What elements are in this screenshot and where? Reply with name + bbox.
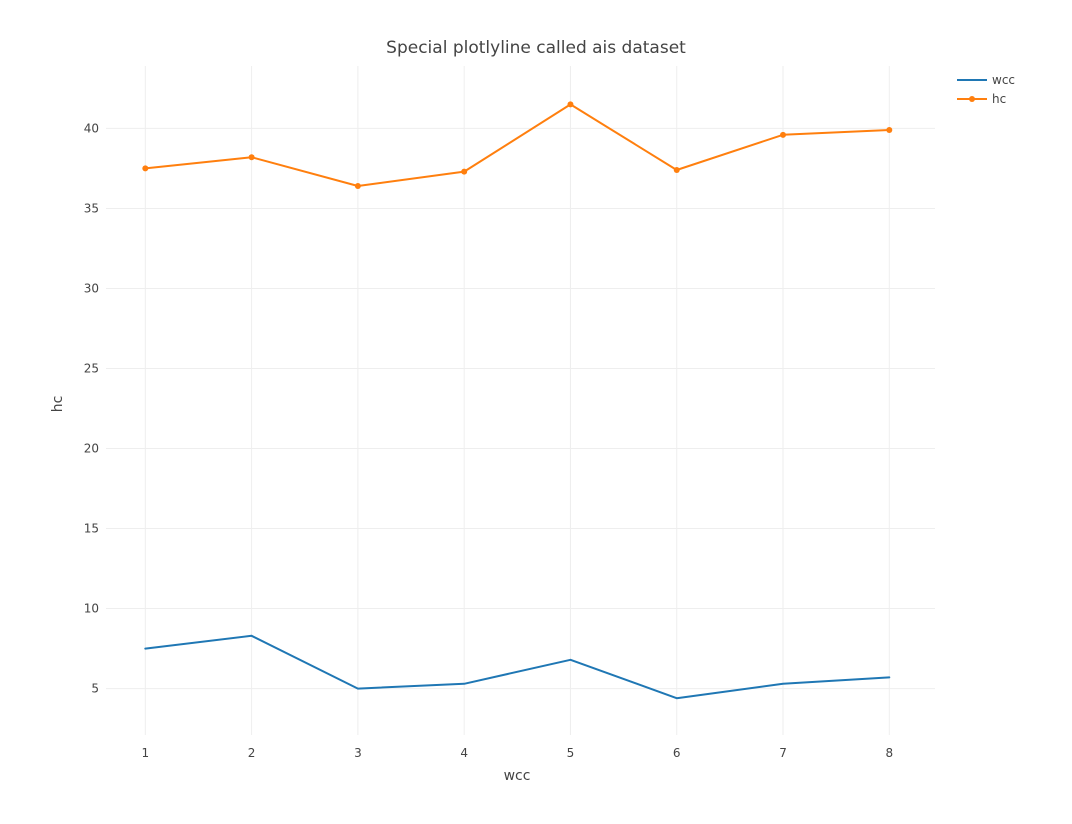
y-axis-ticks: 5 10 15 20 25 30 35 40 [84,121,99,695]
grid-lines [106,66,935,735]
y-tick-label: 40 [84,121,99,135]
legend-label-wcc: wcc [992,73,1015,87]
y-tick-label: 15 [84,522,99,536]
y-tick-label: 25 [84,361,99,375]
y-tick-label: 10 [84,602,99,616]
x-tick-label: 3 [354,746,362,760]
legend-marker-hc [969,96,975,102]
x-axis-title: wcc [504,768,531,784]
series-line-hc [144,103,891,187]
series-lines [142,101,893,700]
y-axis-title: hc [50,396,66,413]
legend: wcc hc [957,73,1015,106]
series-line-wcc [144,634,891,700]
x-tick-label: 5 [567,746,575,760]
x-tick-label: 6 [673,746,681,760]
x-tick-label: 4 [460,746,468,760]
y-tick-label: 20 [84,442,99,456]
y-tick-label: 35 [84,201,99,215]
y-tick-label: 5 [91,682,99,696]
x-tick-label: 7 [779,746,787,760]
data-point-hc [142,165,149,172]
data-point-hc [567,101,574,108]
chart-title: Special plotlyline called ais dataset [386,38,686,58]
x-tick-label: 8 [885,746,893,760]
y-tick-label: 30 [84,281,99,295]
data-point-hc [354,183,361,190]
data-point-hc [248,154,255,161]
x-tick-label: 1 [142,746,150,760]
data-point-hc [461,168,468,175]
data-point-hc [886,127,893,134]
legend-label-hc: hc [992,92,1006,106]
x-tick-label: 2 [248,746,256,760]
data-point-hc [673,167,680,174]
x-axis-ticks: 1 2 3 4 5 6 7 8 [142,746,894,760]
data-point-hc [780,131,787,138]
